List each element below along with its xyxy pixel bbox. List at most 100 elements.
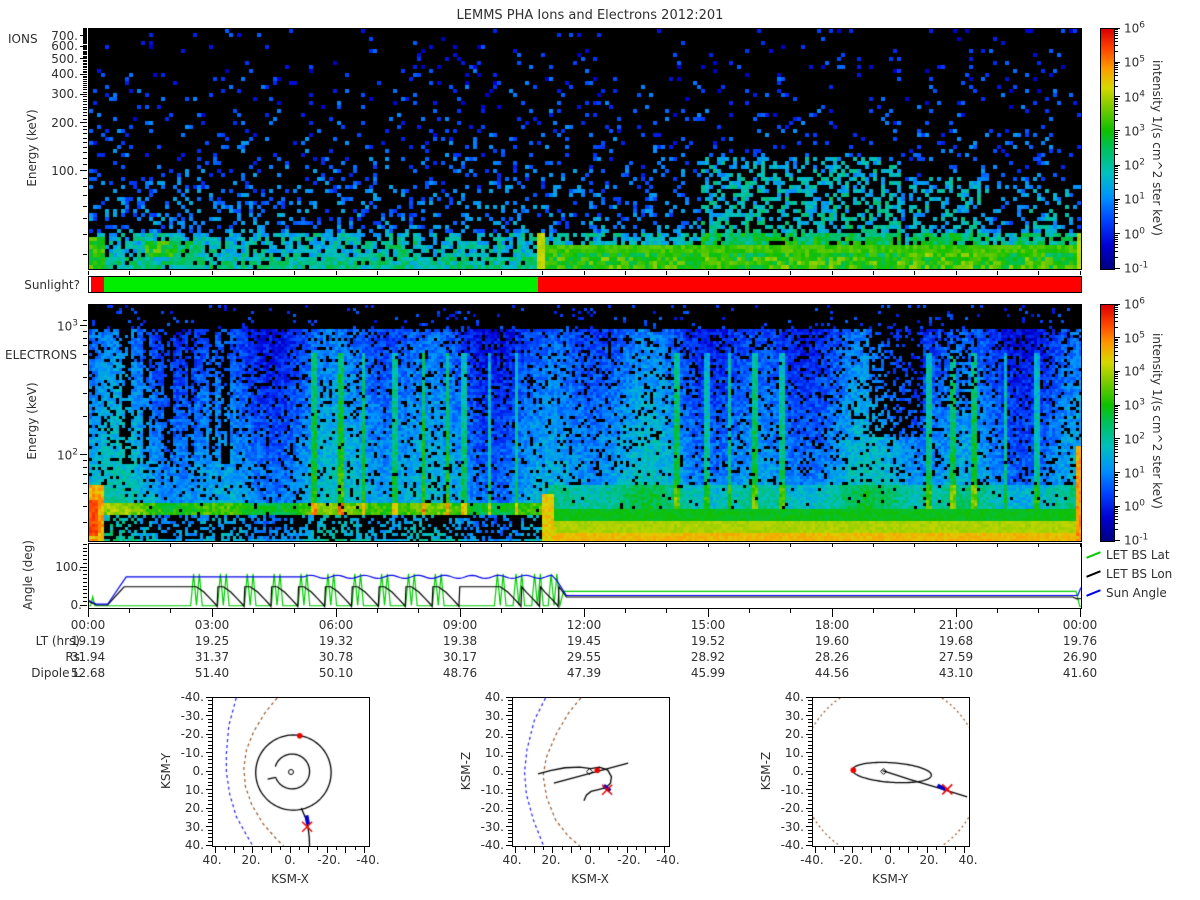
colorbar-minor-tick bbox=[1114, 477, 1118, 479]
orbit-ytick bbox=[208, 703, 212, 705]
ion-minor-tick bbox=[83, 77, 87, 79]
ion-ytick-label: 200. bbox=[51, 115, 78, 130]
orbit-xtick bbox=[917, 847, 919, 850]
ion-minor-tick bbox=[83, 85, 87, 87]
time-tick-label: 18:00 bbox=[814, 618, 850, 632]
electron-hour-tick bbox=[1038, 543, 1040, 547]
legend-label: LET BS Lat bbox=[1106, 548, 1170, 562]
angle-ytick bbox=[83, 577, 87, 579]
orbit-ytick-label: 30. bbox=[484, 708, 504, 723]
orbit-ytick bbox=[508, 744, 512, 746]
colorbar-tick-label: 101 bbox=[1124, 465, 1146, 481]
orbit-ytick bbox=[508, 840, 512, 842]
colorbar-minor-tick bbox=[1114, 439, 1118, 441]
orbit-ytick bbox=[808, 829, 812, 831]
electron-hour-tick bbox=[211, 543, 213, 547]
angle-hour-tick bbox=[128, 609, 130, 613]
orbit-ytick bbox=[506, 770, 512, 772]
orbit-ytick bbox=[808, 700, 812, 702]
colorbar-minor-tick bbox=[1114, 407, 1118, 409]
orbit-ytick-label: -10. bbox=[480, 782, 504, 797]
angle-hour-tick bbox=[1038, 609, 1040, 613]
colorbar-tick bbox=[1114, 164, 1120, 166]
orbit-ytick-label: 40. bbox=[484, 690, 504, 704]
colorbar-minor-tick bbox=[1114, 310, 1118, 312]
colorbar-minor-tick bbox=[1114, 85, 1118, 87]
electron-hour-tick bbox=[128, 543, 130, 547]
colorbar-tick-label: 100 bbox=[1124, 226, 1146, 242]
colorbar-tick-label: 106 bbox=[1124, 296, 1146, 312]
ion-minor-tick bbox=[83, 125, 87, 127]
orbit-ytick bbox=[508, 777, 512, 779]
colorbar-minor-tick bbox=[1114, 479, 1118, 481]
colorbar-minor-tick bbox=[1114, 529, 1118, 531]
colorbar-minor-tick bbox=[1114, 209, 1118, 211]
orbit-xtick bbox=[543, 847, 545, 850]
colorbar-tick bbox=[1114, 370, 1120, 372]
orbit-ytick bbox=[508, 796, 512, 798]
angle-ytick-0: 0. bbox=[70, 598, 82, 612]
orbit-ytick bbox=[806, 826, 812, 827]
orbit-ytick bbox=[506, 715, 512, 716]
orbit-ytick bbox=[806, 844, 812, 846]
ion-minor-tick bbox=[83, 118, 87, 120]
colorbar-minor-tick bbox=[1114, 79, 1118, 81]
ion-minor-tick bbox=[83, 30, 87, 32]
ion-minor-tick bbox=[83, 129, 87, 131]
colorbar-minor-tick bbox=[1114, 305, 1118, 307]
electron-minor-tick bbox=[83, 483, 87, 485]
colorbar-minor-tick bbox=[1114, 200, 1118, 202]
orbit-ytick bbox=[208, 737, 212, 739]
angle-ytick bbox=[83, 543, 87, 545]
time-tick-label: 06:00 bbox=[318, 618, 354, 632]
ion-spectrogram-panel bbox=[88, 28, 1082, 270]
orbit-xy-xlabel: KSM-X bbox=[271, 872, 309, 886]
ion-hour-tick bbox=[996, 271, 998, 275]
ephemeris-row-label: Dipole L bbox=[31, 666, 80, 680]
electron-minor-tick bbox=[83, 364, 87, 366]
colorbar-tick bbox=[1114, 438, 1120, 440]
ion-hour-tick bbox=[1038, 271, 1040, 275]
ion-minor-tick bbox=[83, 106, 87, 108]
electron-hour-tick bbox=[996, 543, 998, 547]
colorbar-minor-tick bbox=[1114, 236, 1118, 238]
orbit-ytick-label: 20. bbox=[784, 727, 804, 741]
electron-minor-tick bbox=[83, 345, 87, 347]
colorbar-minor-tick bbox=[1114, 174, 1118, 176]
ion-colorbar-canvas bbox=[1101, 29, 1114, 269]
orbit-ytick bbox=[808, 796, 812, 798]
orbit-ytick bbox=[506, 789, 512, 790]
ion-minor-tick bbox=[83, 55, 87, 57]
orbit-xtick bbox=[824, 847, 826, 850]
ion-minor-tick bbox=[83, 50, 87, 52]
angle-hour-tick bbox=[252, 609, 254, 613]
electron-hour-tick bbox=[872, 543, 874, 547]
colorbar-minor-tick bbox=[1114, 257, 1118, 259]
ion-hour-tick bbox=[335, 271, 337, 275]
orbit-xtick-label: 40. bbox=[202, 853, 222, 867]
orbit-xtick bbox=[935, 847, 937, 850]
orbit-xtick bbox=[645, 847, 647, 853]
ion-minor-tick bbox=[83, 43, 87, 45]
colorbar-minor-tick bbox=[1114, 445, 1118, 447]
ion-hour-tick bbox=[790, 271, 792, 275]
ion-minor-tick bbox=[83, 51, 87, 53]
orbit-ytick bbox=[808, 744, 812, 746]
orbit-xtick bbox=[663, 847, 665, 853]
sun-angle-line-icon bbox=[1086, 589, 1101, 597]
orbit-ytick bbox=[508, 703, 512, 705]
ion-minor-tick bbox=[83, 58, 87, 60]
ion-hour-tick bbox=[500, 271, 502, 275]
orbit-xtick bbox=[570, 847, 572, 853]
orbit-xtick-label: 0. bbox=[284, 853, 296, 867]
colorbar-minor-tick bbox=[1114, 131, 1118, 133]
ion-hour-tick bbox=[128, 271, 130, 275]
orbit-xtick bbox=[833, 847, 835, 853]
orbit-ytick bbox=[808, 818, 812, 820]
colorbar-minor-tick bbox=[1114, 154, 1118, 156]
orbit-xtick-label: 40. bbox=[502, 853, 522, 867]
orbit-ytick bbox=[506, 752, 512, 753]
colorbar-tick bbox=[1114, 404, 1120, 406]
ion-minor-tick bbox=[83, 62, 87, 64]
orbit-ytick bbox=[208, 785, 212, 787]
